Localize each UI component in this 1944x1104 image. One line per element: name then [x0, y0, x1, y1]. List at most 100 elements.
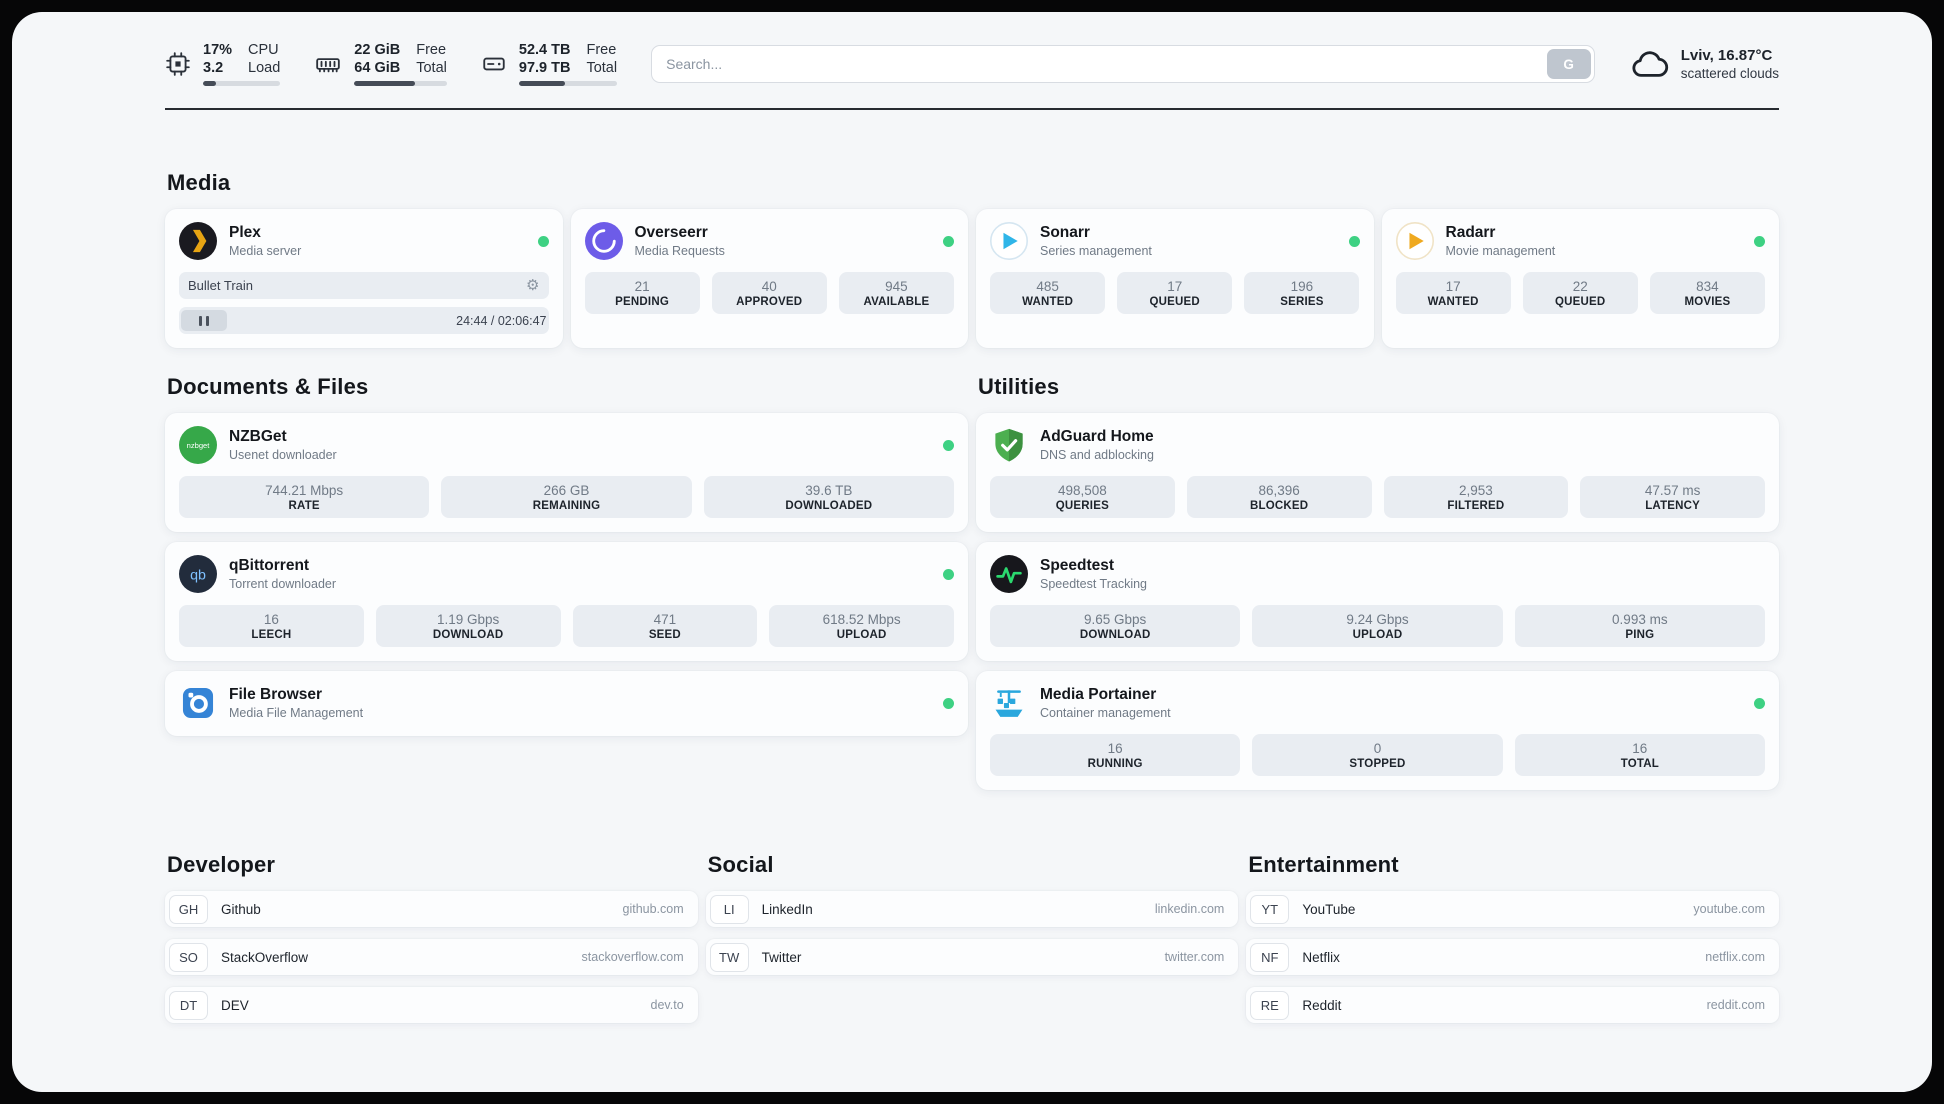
bookmark-reddit[interactable]: RE Reddit reddit.com	[1246, 987, 1779, 1023]
app-subtitle: Speedtest Tracking	[1040, 577, 1148, 591]
bookmark-abbr: GH	[169, 894, 208, 924]
status-dot	[537, 235, 549, 247]
stat-tile: 744.21 Mbps RATE	[179, 476, 430, 518]
plex-card[interactable]: Plex Media server Bullet Train ⚙ 24:44 /…	[165, 209, 563, 348]
stat-tile: 39.6 TB DOWNLOADED	[703, 476, 954, 518]
stat-tile: 618.52 Mbps UPLOAD	[769, 605, 954, 647]
app-name: Plex	[229, 224, 261, 241]
app-subtitle: Movie management	[1445, 244, 1556, 258]
cloud-icon	[1632, 51, 1668, 77]
bookmark-abbr: TW	[709, 942, 749, 972]
overseerr-icon	[584, 222, 623, 260]
stat-tile: 17 WANTED	[1395, 272, 1511, 314]
bookmark-abbr: NF	[1250, 942, 1290, 972]
app-subtitle: Media Requests	[634, 244, 725, 258]
speedtest-card[interactable]: Speedtest Speedtest Tracking 9.65 Gbps DO…	[976, 542, 1779, 661]
bookmark-url: dev.to	[650, 998, 684, 1012]
bookmark-name: Github	[221, 901, 261, 917]
nzbget-card[interactable]: nzbget NZBGet Usenet downloader 744.21 M…	[165, 413, 968, 532]
stat-tile: 22 QUEUED	[1522, 272, 1638, 314]
app-name: Media Portainer	[1040, 686, 1157, 703]
bookmark-url: netflix.com	[1705, 950, 1765, 964]
bookmark-name: Twitter	[761, 949, 802, 965]
now-playing-title: Bullet Train	[188, 278, 254, 293]
adguard-card[interactable]: AdGuard Home DNS and adblocking 498,508 Q…	[976, 413, 1779, 532]
portainer-icon	[990, 684, 1028, 722]
qbittorrent-card[interactable]: qb qBittorrent Torrent downloader 16 LEEC…	[165, 542, 968, 661]
app-name: NZBGet	[229, 428, 287, 445]
ram-total: 64 GiB	[354, 60, 401, 76]
app-subtitle: DNS and adblocking	[1040, 448, 1154, 462]
disk-label-top: Free	[586, 42, 617, 58]
playback-time: 24:44 / 02:06:47	[456, 313, 547, 328]
search-input[interactable]	[666, 56, 1547, 72]
bookmark-name: Reddit	[1302, 997, 1342, 1013]
portainer-card[interactable]: Media Portainer Container management 16 R…	[976, 671, 1779, 790]
stat-tile: 17 QUEUED	[1117, 272, 1233, 314]
stat-tile: 16 TOTAL	[1514, 734, 1765, 776]
svg-text:nzbget: nzbget	[187, 441, 211, 450]
bookmark-abbr: DT	[169, 990, 208, 1020]
ram-progress	[354, 81, 447, 86]
search-bar: G	[651, 45, 1595, 83]
bookmark-abbr: LI	[709, 894, 749, 924]
ram-metric: 22 GiB 64 GiB Free Total	[314, 42, 447, 86]
bookmark-stackoverflow[interactable]: SO StackOverflow stackoverflow.com	[165, 939, 698, 975]
cpu-value: 17%	[203, 42, 233, 58]
stat-tile: 0.993 ms PING	[1514, 605, 1765, 647]
radarr-card[interactable]: Radarr Movie management 17 WANTED 22 QUEUE…	[1381, 209, 1779, 348]
bookmark-netflix[interactable]: NF Netflix netflix.com	[1246, 939, 1779, 975]
app-subtitle: Media server	[229, 244, 302, 258]
social-section-title: Social	[707, 852, 774, 877]
weather-location: Lviv, 16.87°C	[1680, 47, 1773, 64]
disk-metric: 52.4 TB 97.9 TB Free Total	[481, 42, 618, 86]
status-dot	[943, 568, 954, 580]
app-name: qBittorrent	[229, 557, 310, 574]
weather-widget[interactable]: Lviv, 16.87°C scattered clouds	[1629, 46, 1779, 82]
bookmark-linkedin[interactable]: LI LinkedIn linkedin.com	[705, 891, 1239, 927]
ram-label-top: Free	[416, 42, 447, 58]
bookmark-name: StackOverflow	[221, 949, 309, 965]
bookmark-url: github.com	[622, 902, 684, 916]
weather-condition: scattered clouds	[1680, 66, 1779, 81]
bookmark-url: linkedin.com	[1154, 902, 1225, 916]
stat-tile: 21 PENDING	[584, 272, 700, 314]
bookmark-twitter[interactable]: TW Twitter twitter.com	[705, 939, 1239, 975]
stat-tile: 945 AVAILABLE	[838, 272, 954, 314]
bookmark-github[interactable]: GH Github github.com	[165, 891, 698, 927]
app-name: AdGuard Home	[1040, 428, 1154, 445]
pause-button[interactable]	[181, 310, 227, 331]
plex-now-playing: Bullet Train ⚙ 24:44 / 02:06:47	[179, 272, 549, 334]
stat-tile: 16 LEECH	[179, 605, 364, 647]
search-engine-button[interactable]: G	[1546, 49, 1591, 79]
bookmark-name: DEV	[221, 997, 249, 1013]
section-social: Social LI LinkedIn linkedin.com TW Twitt…	[705, 852, 1239, 1023]
gear-icon[interactable]: ⚙	[526, 277, 540, 294]
bookmark-youtube[interactable]: YT YouTube youtube.com	[1246, 891, 1779, 927]
app-subtitle: Torrent downloader	[229, 577, 337, 591]
app-name: Speedtest	[1040, 557, 1115, 574]
cpu-secondary: 3.2	[203, 60, 224, 76]
bookmark-name: Netflix	[1302, 949, 1340, 965]
disk-icon	[483, 57, 505, 71]
bookmark-url: youtube.com	[1693, 902, 1765, 916]
stat-tile: 86,396 BLOCKED	[1186, 476, 1372, 518]
stat-tile: 498,508 QUERIES	[990, 476, 1175, 518]
bookmark-url: stackoverflow.com	[581, 950, 684, 964]
app-subtitle: Usenet downloader	[229, 448, 337, 462]
speedtest-icon	[990, 555, 1028, 593]
bookmark-name: LinkedIn	[761, 901, 813, 917]
overseerr-card[interactable]: Overseerr Media Requests 21 PENDING 40 APP…	[570, 209, 968, 348]
utilities-section-title: Utilities	[978, 374, 1060, 399]
app-subtitle: Series management	[1040, 244, 1152, 258]
bookmark-name: YouTube	[1302, 901, 1356, 917]
ram-label-bottom: Total	[416, 60, 447, 76]
filebrowser-card[interactable]: File Browser Media File Management	[165, 671, 968, 736]
dashboard-panel: 17% 3.2 CPU Load	[12, 12, 1932, 1092]
sonarr-card[interactable]: Sonarr Series management 485 WANTED 17 QUE…	[976, 209, 1374, 348]
section-media: Media Plex Media server	[165, 170, 1779, 348]
bookmark-dev[interactable]: DT DEV dev.to	[165, 987, 698, 1023]
plex-icon	[179, 222, 217, 260]
cpu-progress	[203, 81, 281, 86]
app-subtitle: Container management	[1040, 706, 1171, 720]
